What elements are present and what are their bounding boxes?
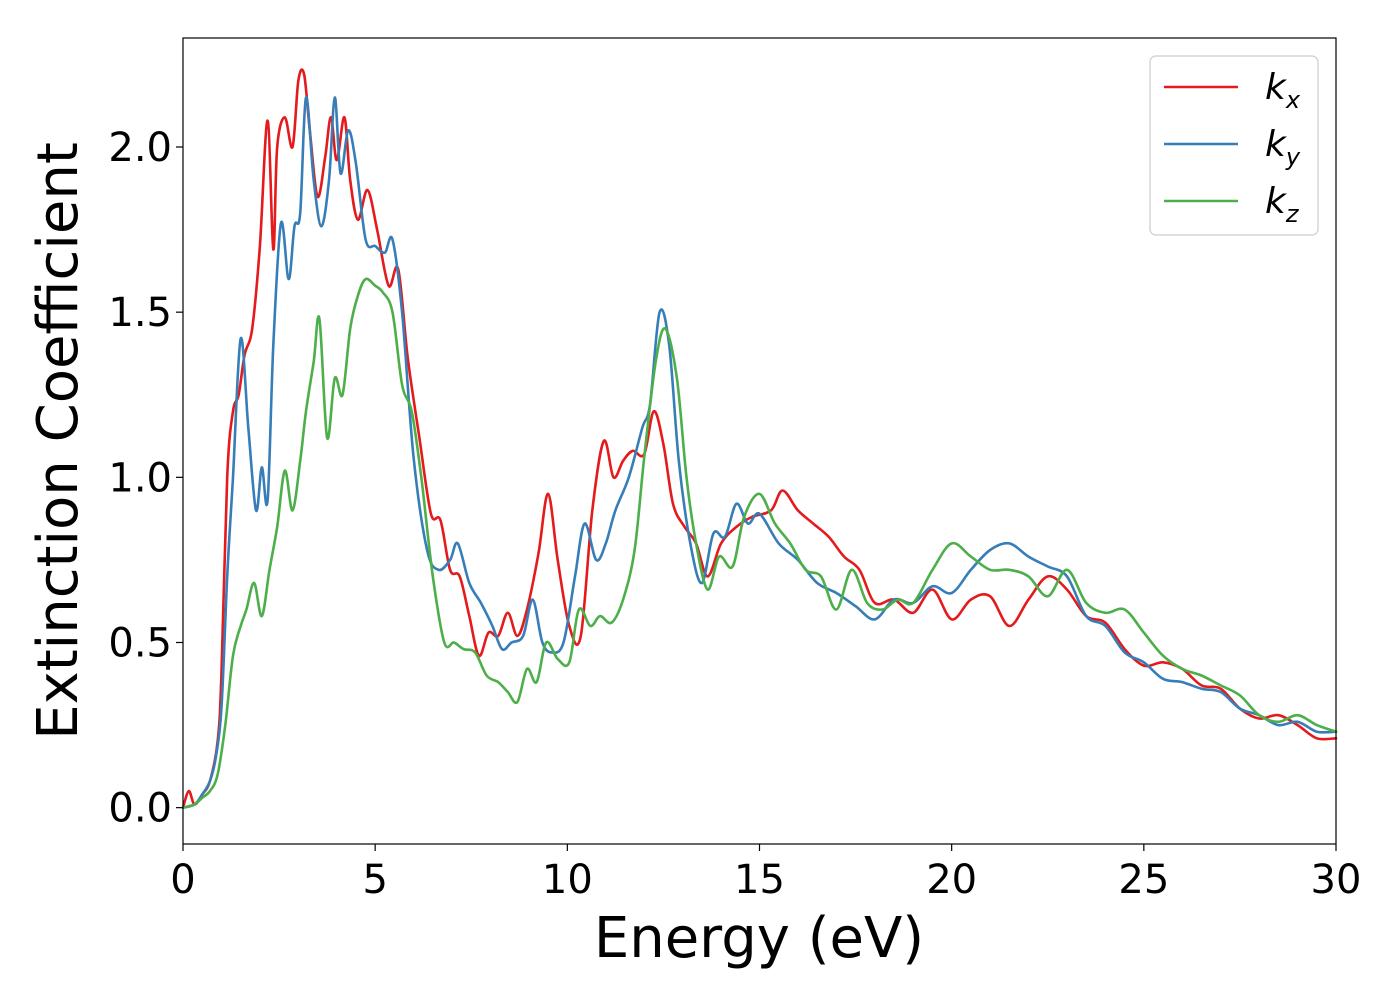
series-line-z: [181, 277, 1338, 809]
y-axis-ticks: 0.0 0.5 1.0 1.5 2.0: [108, 125, 183, 832]
x-tick-label: 20: [926, 857, 977, 903]
legend-label-y: ky: [1265, 124, 1301, 171]
x-axis-title: Energy (eV): [594, 906, 924, 971]
x-tick-label: 15: [734, 857, 785, 903]
y-tick-label: 0.5: [108, 621, 172, 667]
legend-box: [1149, 55, 1319, 236]
y-tick-label: 1.0: [108, 455, 172, 501]
x-tick-label: 30: [1311, 857, 1362, 903]
x-tick-label: 25: [1118, 857, 1169, 903]
series-line-x: [181, 68, 1338, 809]
plot-lines: [181, 68, 1338, 809]
x-tick-label: 5: [362, 857, 387, 903]
y-tick-label: 1.5: [108, 290, 172, 336]
x-axis-ticks: 0 5 10 15 20 25 30: [170, 844, 1361, 903]
y-tick-label: 0.0: [108, 786, 172, 832]
y-axis-title: Extinction Coefficient: [26, 142, 91, 740]
x-tick-label: 0: [170, 857, 195, 903]
x-tick-label: 10: [542, 857, 593, 903]
series-line-y: [181, 96, 1338, 809]
y-tick-label: 2.0: [108, 125, 172, 171]
legend-label-x: kx: [1265, 67, 1301, 114]
